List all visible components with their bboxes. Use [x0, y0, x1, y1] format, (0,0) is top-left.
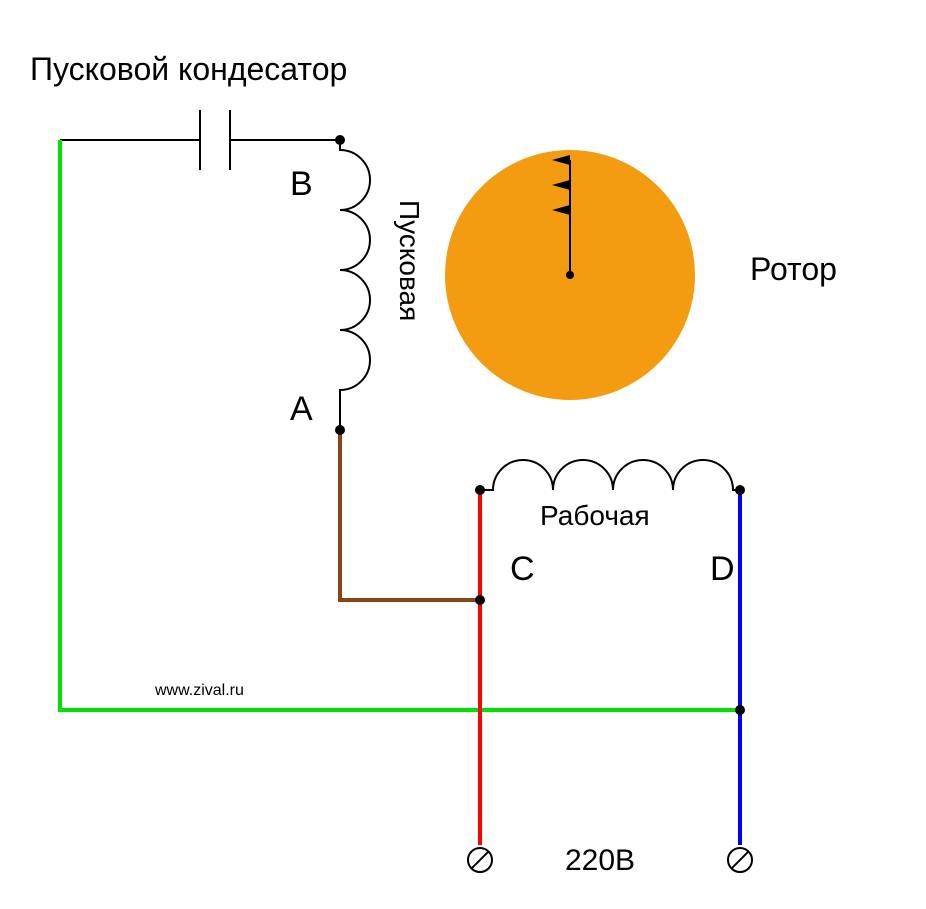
label-D: D: [710, 550, 735, 588]
node-5: [735, 705, 745, 715]
rotor-center-dot: [566, 271, 574, 279]
label-voltage: 220В: [565, 844, 635, 877]
label-title: Пусковой кондесатор: [30, 51, 347, 87]
label-watermark: www.zival.ru: [154, 682, 244, 699]
label-run_coil: Рабочая: [540, 500, 650, 531]
label-B: B: [290, 165, 313, 203]
label-start_coil: Пусковая: [394, 200, 425, 321]
label-rotor: Ротор: [750, 251, 837, 287]
motor-wiring-diagram: Пусковой кондесатор B A C D Пусковая Рабочая Ро…: [0, 0, 926, 909]
node-3: [735, 485, 745, 495]
node-1: [335, 425, 345, 435]
canvas-bg: [0, 0, 926, 909]
node-4: [475, 595, 485, 605]
node-0: [335, 135, 345, 145]
label-C: C: [510, 550, 535, 588]
label-A: A: [290, 390, 313, 428]
node-2: [475, 485, 485, 495]
